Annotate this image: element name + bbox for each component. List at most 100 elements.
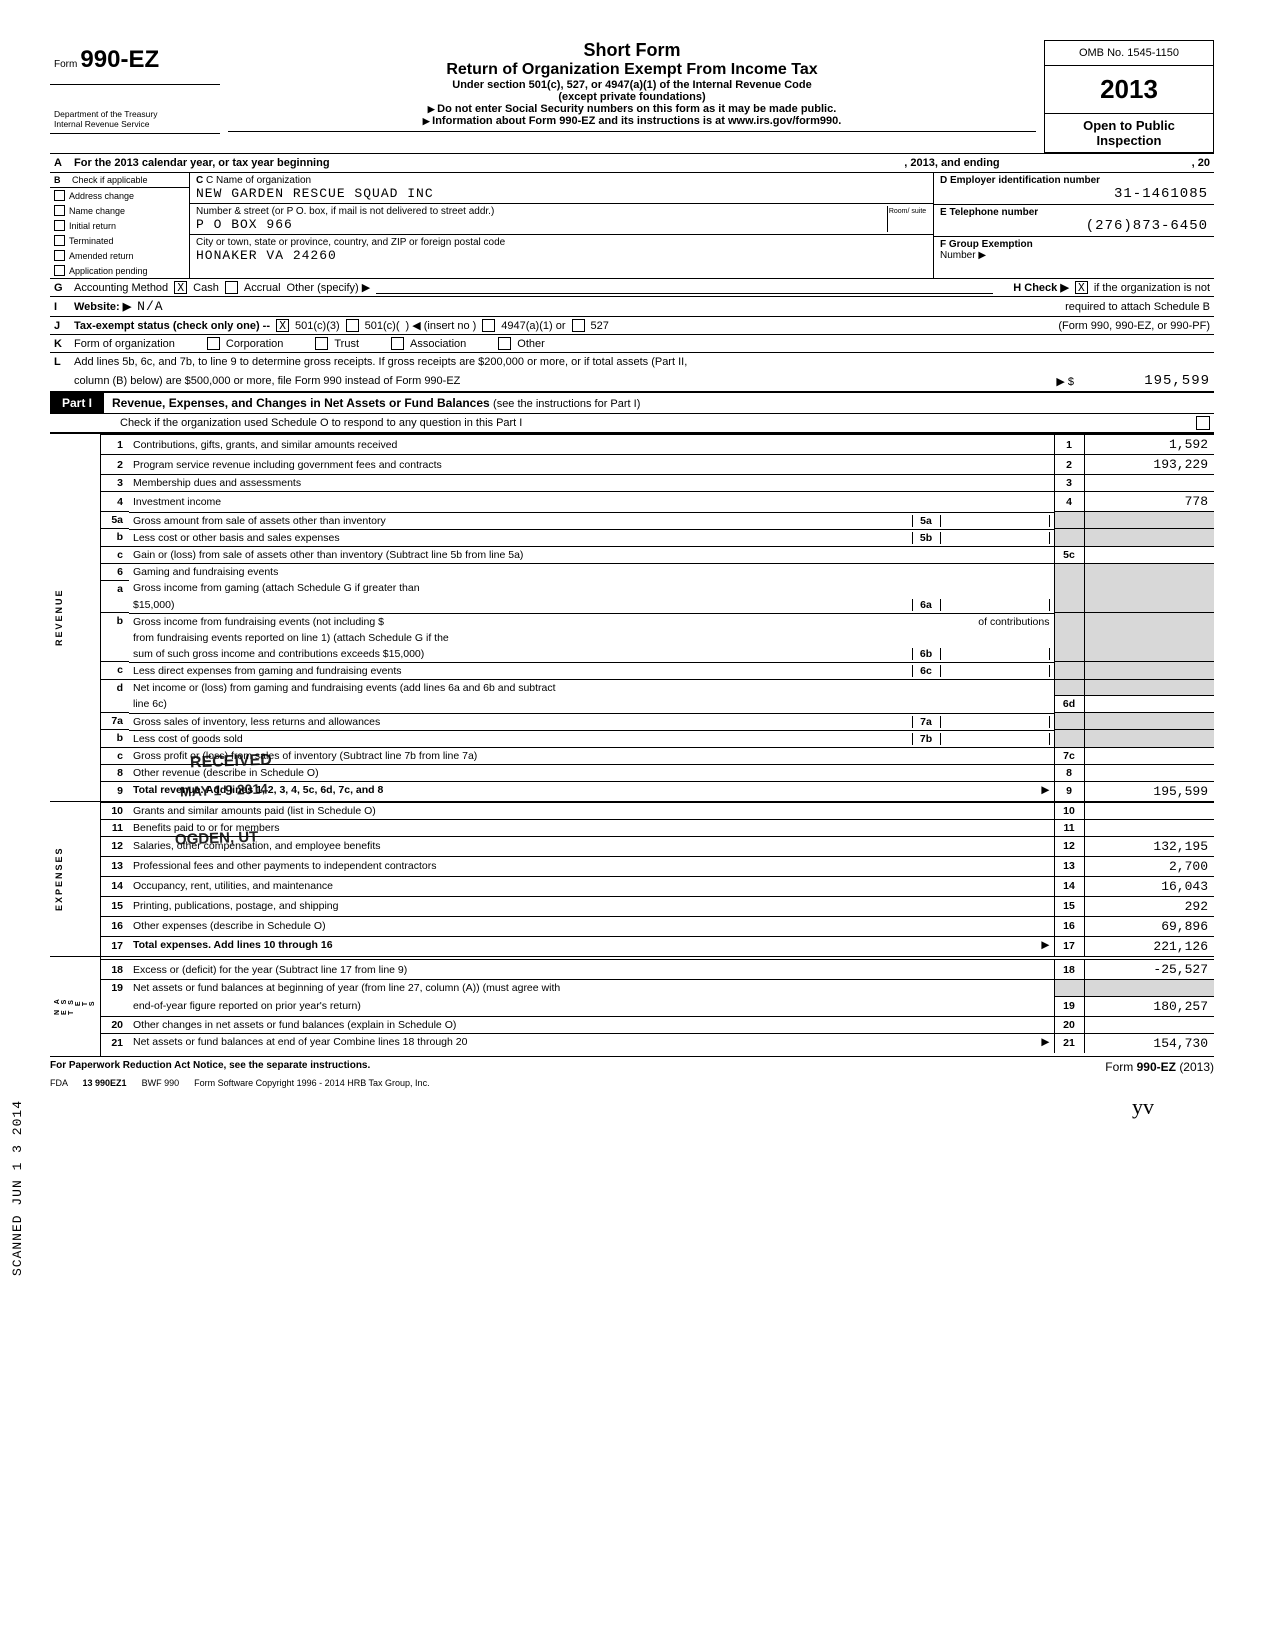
ln-6a: a: [101, 580, 129, 597]
lv-4: 778: [1084, 492, 1214, 512]
ln-6b3: [101, 630, 129, 646]
lt-1: Contributions, gifts, grants, and simila…: [129, 435, 1054, 455]
footer-form-num: 990-EZ: [1137, 1060, 1176, 1074]
title-main: Short Form: [228, 40, 1036, 61]
side-revenue: REVENUE: [54, 442, 64, 792]
sv-6a: [940, 599, 1050, 611]
part1-sub: Check if the organization used Schedule …: [50, 414, 1214, 433]
ln-10: 10: [101, 802, 129, 819]
d-label: D Employer identification number: [940, 175, 1208, 186]
col-b-head: Check if applicable: [72, 175, 148, 185]
ln-1: 1: [101, 435, 129, 455]
rn-15: 15: [1054, 896, 1084, 916]
title-column: Short Form Return of Organization Exempt…: [228, 40, 1036, 132]
lt-6d: Net income or (loss) from gaming and fun…: [129, 679, 1054, 696]
lt-6d2: line 6c): [129, 696, 1054, 713]
other-specify-line[interactable]: [376, 282, 993, 294]
chk-address-change[interactable]: [54, 190, 65, 201]
row-a-text3: , 20: [1192, 157, 1210, 169]
part1-chk[interactable]: [1196, 416, 1210, 430]
lt-13: Professional fees and other payments to …: [129, 856, 1054, 876]
ln-16: 16: [101, 916, 129, 936]
ln-6b: b: [101, 613, 129, 630]
fda-4: Form Software Copyright 1996 - 2014 HRB …: [194, 1078, 429, 1088]
ln-6d: d: [101, 679, 129, 696]
col-c: C C Name of organization NEW GARDEN RESC…: [190, 173, 934, 278]
fda-2: 13 990EZ1: [83, 1078, 127, 1088]
row-l-2: column (B) below) are $500,000 or more, …: [50, 371, 1214, 392]
rv-6a-sh: [1084, 580, 1214, 597]
lv-5c: [1084, 546, 1214, 563]
lbl-trust: Trust: [334, 338, 359, 350]
sv-6b: [940, 648, 1050, 660]
lbl-pending: Application pending: [69, 266, 148, 276]
l-arrow: ▶ $: [1056, 375, 1074, 388]
rn-6d: 6d: [1054, 696, 1084, 713]
lbl-name-change: Name change: [69, 206, 125, 216]
lv-2: 193,229: [1084, 455, 1214, 475]
chk-501c3[interactable]: X: [276, 319, 289, 332]
lt-3: Membership dues and assessments: [129, 475, 1054, 492]
lbl-initial-return: Initial return: [69, 221, 116, 231]
chk-assoc[interactable]: [391, 337, 404, 350]
e-label: E Telephone number: [940, 207, 1208, 218]
lbl-terminated: Terminated: [69, 236, 114, 246]
ln-8: 8: [101, 764, 129, 781]
sn-6c: 6c: [912, 665, 940, 677]
e-val: (276)873-6450: [940, 218, 1208, 234]
rv-6b3-sh: [1084, 630, 1214, 646]
ln-6c: c: [101, 662, 129, 680]
rn-5b-sh: [1054, 529, 1084, 547]
lt-6b2: of contributions: [978, 616, 1049, 628]
form-word: Form: [54, 59, 77, 70]
ln-17: 17: [101, 936, 129, 956]
lt-6c: Less direct expenses from gaming and fun…: [133, 665, 912, 677]
lbl-assoc: Association: [410, 338, 466, 350]
c-addr-val: P O BOX 966: [196, 217, 887, 232]
ln-3: 3: [101, 475, 129, 492]
rn-3: 3: [1054, 475, 1084, 492]
chk-name-change[interactable]: [54, 205, 65, 216]
lt-6a2: $15,000): [133, 599, 912, 611]
ln-9: 9: [101, 781, 129, 801]
chk-accrual[interactable]: [225, 281, 238, 294]
sn-5a: 5a: [912, 515, 940, 527]
arrow-9: ▶: [1041, 784, 1049, 796]
i-val: N/A: [137, 299, 163, 314]
chk-pending[interactable]: [54, 265, 65, 276]
lv-8: [1084, 764, 1214, 781]
rn-19: 19: [1054, 996, 1084, 1016]
lbl-other-spec: Other (specify) ▶: [287, 281, 371, 294]
footer-right: Form 990-EZ (2013): [1105, 1060, 1214, 1074]
side-netassets: N AE ST S E T S: [54, 959, 96, 1054]
chk-terminated[interactable]: [54, 235, 65, 246]
chk-527[interactable]: [572, 319, 585, 332]
ln-13: 13: [101, 856, 129, 876]
chk-initial-return[interactable]: [54, 220, 65, 231]
sn-6b: 6b: [912, 648, 940, 660]
lt-7b: Less cost of goods sold: [133, 733, 912, 745]
chk-corp[interactable]: [207, 337, 220, 350]
room-suite-label: Room/ suite: [887, 206, 927, 232]
lt-7a: Gross sales of inventory, less returns a…: [133, 716, 912, 728]
lbl-4947: 4947(a)(1) or: [501, 320, 565, 332]
lt-21: Net assets or fund balances at end of ye…: [133, 1036, 1041, 1048]
chk-amended[interactable]: [54, 250, 65, 261]
c-name-val: NEW GARDEN RESCUE SQUAD INC: [196, 186, 927, 201]
chk-h[interactable]: X: [1075, 281, 1088, 294]
lt-4: Investment income: [129, 492, 1054, 512]
rv-6a2-sh: [1084, 597, 1214, 613]
fda-3: BWF 990: [142, 1078, 180, 1088]
chk-cash[interactable]: X: [174, 281, 187, 294]
part1-header: Part I Revenue, Expenses, and Changes in…: [50, 392, 1214, 414]
chk-501c[interactable]: [346, 319, 359, 332]
lbl-corp: Corporation: [226, 338, 283, 350]
ln-20: 20: [101, 1016, 129, 1033]
lbl-527: 527: [591, 320, 609, 332]
lv-21: 154,730: [1084, 1033, 1214, 1053]
chk-4947[interactable]: [482, 319, 495, 332]
chk-k-other[interactable]: [498, 337, 511, 350]
chk-trust[interactable]: [315, 337, 328, 350]
rn-5a-sh: [1054, 512, 1084, 529]
rv-6b4-sh: [1084, 646, 1214, 662]
